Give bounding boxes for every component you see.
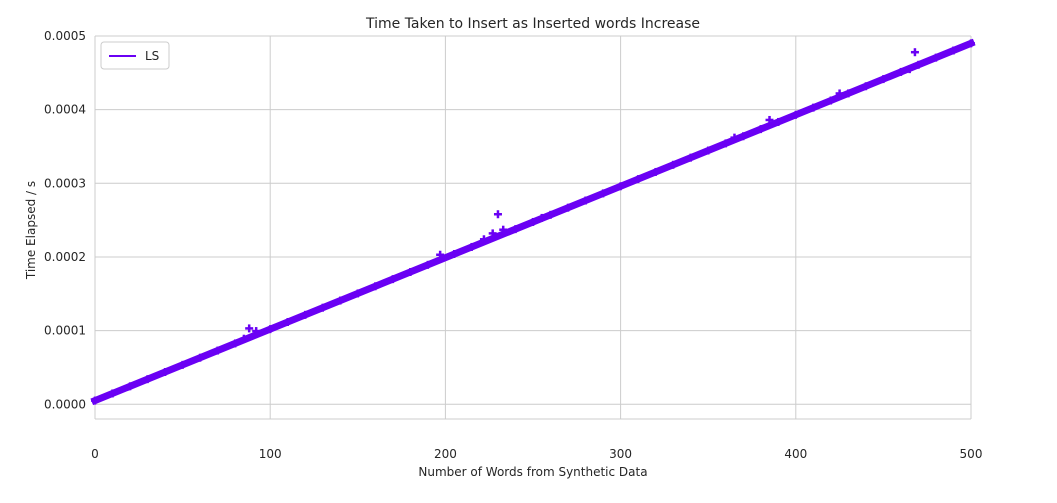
legend: LS — [100, 41, 170, 70]
data-point — [949, 46, 958, 55]
legend-label: LS — [145, 49, 159, 63]
data-point — [529, 217, 537, 226]
data-point — [318, 303, 327, 312]
x-tick-label: 500 — [960, 447, 983, 461]
y-tick-label: 0.0005 — [44, 29, 86, 43]
data-point — [861, 82, 870, 91]
data-point — [537, 213, 546, 222]
data-point — [336, 296, 345, 305]
x-tick-label: 100 — [259, 447, 282, 461]
data-point — [809, 103, 818, 112]
data-point — [511, 225, 520, 234]
data-point — [896, 67, 905, 76]
data-point — [765, 115, 774, 124]
data-point — [423, 260, 432, 269]
y-axis-label: Time Elapsed / s — [24, 181, 38, 280]
data-point — [721, 139, 730, 148]
data-point — [826, 96, 835, 105]
data-point — [371, 282, 380, 291]
data-point — [844, 89, 853, 98]
y-tick-label: 0.0001 — [44, 324, 86, 338]
data-point — [266, 325, 275, 334]
grid — [94, 35, 972, 419]
data-point — [730, 133, 739, 142]
data-point — [564, 203, 573, 212]
data-point — [634, 175, 643, 184]
data-point — [91, 396, 99, 405]
data-point — [178, 360, 187, 369]
data-point — [245, 324, 254, 333]
data-point — [436, 250, 445, 259]
data-point — [108, 389, 117, 398]
data-point — [213, 346, 222, 355]
data-point — [931, 53, 940, 62]
data-point — [301, 310, 310, 319]
data-point — [488, 229, 497, 238]
data-point — [196, 353, 205, 362]
data-point — [479, 235, 488, 244]
y-tick-label: 0.0004 — [44, 103, 86, 117]
x-axis-label: Number of Words from Synthetic Data — [418, 465, 647, 479]
data-point — [905, 65, 914, 74]
data-point — [161, 368, 170, 377]
x-tick-label: 0 — [91, 447, 99, 461]
chart-title: Time Taken to Insert as Inserted words I… — [365, 16, 700, 32]
y-tick-label: 0.0000 — [44, 397, 86, 411]
data-point — [835, 89, 844, 98]
data-point — [879, 75, 888, 84]
data-point — [450, 250, 459, 259]
data-point — [353, 289, 362, 298]
data-point — [493, 210, 502, 219]
tick-labels: 0 100 200 300 400 500 0.0000 0.0001 0.0002 0.0003… — [44, 29, 982, 461]
data-points — [90, 38, 976, 406]
data-point — [388, 275, 397, 284]
x-tick-label: 300 — [609, 447, 632, 461]
data-point — [126, 382, 135, 391]
data-point — [967, 39, 975, 48]
data-point — [143, 375, 152, 384]
data-point — [252, 327, 261, 336]
data-point — [406, 267, 415, 276]
data-point — [231, 339, 240, 348]
data-point — [467, 242, 476, 251]
y-tick-label: 0.0003 — [44, 176, 86, 190]
data-point — [651, 167, 660, 176]
data-point — [739, 132, 748, 141]
data-point — [616, 182, 625, 191]
data-point — [669, 160, 678, 169]
x-tick-label: 400 — [784, 447, 807, 461]
data-point — [546, 210, 555, 219]
data-point — [914, 60, 923, 69]
data-point — [774, 117, 783, 126]
data-point — [283, 317, 292, 326]
data-point — [791, 110, 800, 119]
data-point — [581, 196, 590, 205]
data-point — [756, 125, 765, 134]
data-point — [239, 334, 248, 343]
data-point — [686, 153, 695, 162]
data-point — [499, 225, 508, 234]
x-tick-label: 200 — [434, 447, 457, 461]
data-point — [704, 146, 713, 155]
data-point — [599, 189, 608, 198]
y-tick-label: 0.0002 — [44, 250, 86, 264]
data-point — [910, 48, 919, 57]
